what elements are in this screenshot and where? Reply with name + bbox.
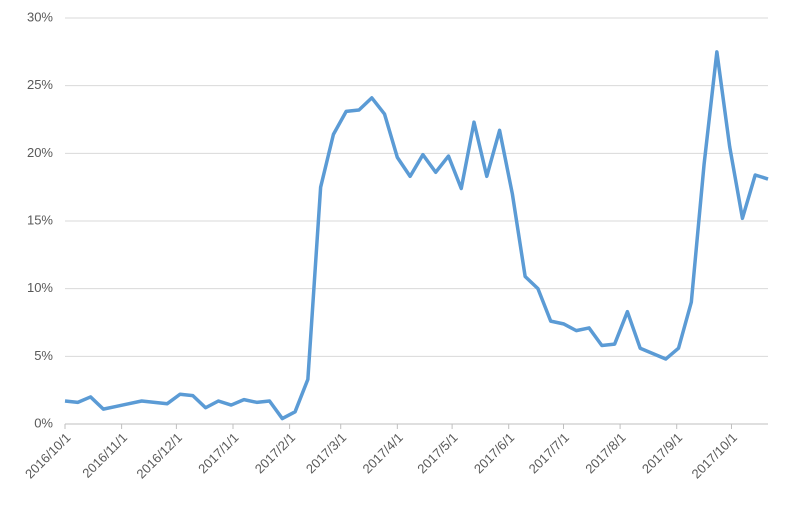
x-tick-label: 2017/1/1 (195, 430, 241, 476)
x-tick-label: 2017/9/1 (639, 430, 685, 476)
x-tick-label: 2017/3/1 (303, 430, 349, 476)
y-tick-label: 30% (27, 9, 53, 24)
x-tick-label: 2017/8/1 (582, 430, 628, 476)
x-tick-label: 2017/7/1 (526, 430, 572, 476)
y-tick-label: 5% (34, 348, 53, 363)
x-tick-label: 2017/6/1 (471, 430, 517, 476)
y-tick-label: 0% (34, 415, 53, 430)
x-tick-label: 2016/11/1 (79, 430, 130, 481)
x-tick-label: 2017/4/1 (359, 430, 405, 476)
y-tick-label: 20% (27, 145, 53, 160)
x-tick-label: 2016/12/1 (133, 430, 185, 482)
y-tick-label: 15% (27, 212, 53, 227)
y-tick-label: 25% (27, 77, 53, 92)
x-tick-label: 2017/5/1 (414, 430, 460, 476)
y-tick-label: 10% (27, 280, 53, 295)
x-tick-label: 2017/10/1 (689, 430, 741, 482)
x-tick-label: 2017/2/1 (252, 430, 298, 476)
x-tick-label: 2016/10/1 (22, 430, 74, 482)
line (64, 50, 769, 421)
